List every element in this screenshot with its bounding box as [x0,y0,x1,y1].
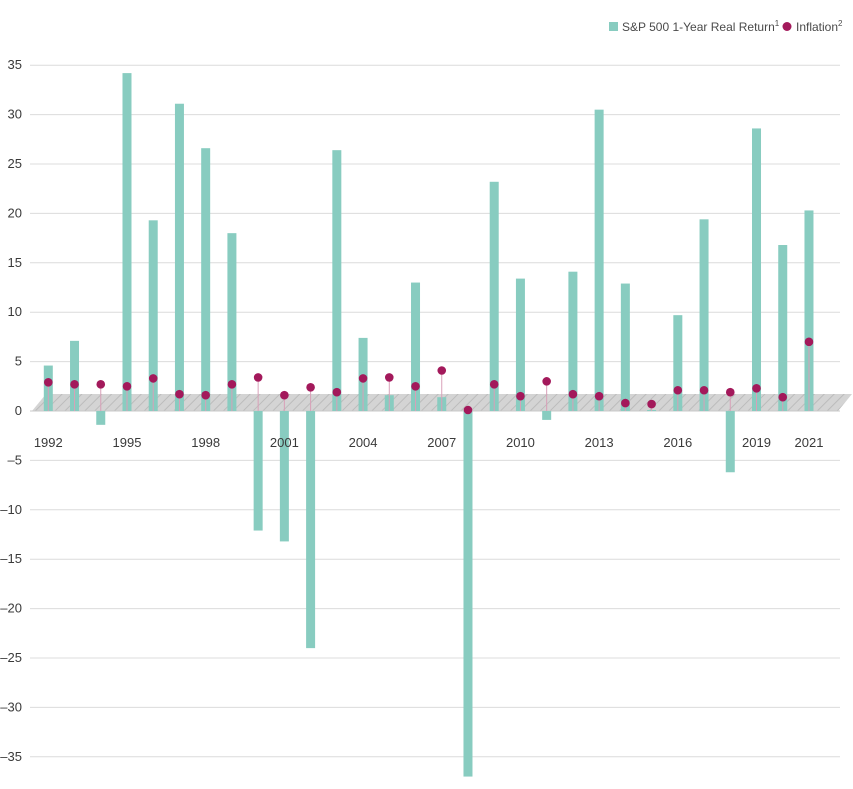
bar-1997 [174,103,184,412]
inflation-dot-2009 [489,380,499,389]
inflation-dot-2014 [621,398,630,408]
bar-2011 [542,411,552,420]
gridlines [30,64,840,758]
inflation-dot-2008 [463,405,473,415]
bar-2021 [804,210,814,411]
inflation-dot-2006 [411,382,420,391]
inflation-dot-1998 [201,390,210,400]
legend-swatch-returns [609,22,618,31]
inflation-dot-2018 [725,387,735,397]
inflation-dot-2020 [778,392,788,402]
bar-2003 [332,150,342,411]
bar-2008 [463,411,473,777]
y-tick-label: –35 [0,749,22,764]
bar-2017 [699,219,709,411]
bar-2013 [594,109,604,411]
y-tick-label: 25 [8,156,22,171]
x-tick-label-2016: 2016 [663,435,692,450]
bar-2020 [778,245,788,411]
x-tick-label-2001: 2001 [270,435,299,450]
inflation-dot-2012 [568,389,578,399]
bar-1996 [148,220,158,411]
bar-2000 [253,411,263,531]
inflation-dot-1997 [175,389,184,399]
inflation-dot-2019 [752,383,761,393]
y-tick-label: –30 [0,699,22,714]
x-tick-label-1998: 1998 [191,435,220,450]
bar-1999 [227,233,237,411]
bar-1993 [70,340,80,411]
inflation-dot-2011 [542,377,551,386]
bar-1998 [201,148,211,411]
x-tick-label-2010: 2010 [506,435,535,450]
x-tick-label-2004: 2004 [349,435,378,450]
y-tick-label: 30 [8,107,22,122]
x-tick-label-1995: 1995 [113,435,142,450]
bar-2018 [725,411,735,473]
legend-swatch-inflation [782,22,792,31]
y-tick-label: –25 [0,650,22,665]
x-tick-label-1992: 1992 [34,435,63,450]
inflation-dot-2000 [253,373,263,382]
inflation-dot-2003 [332,387,342,397]
bar-2009 [489,181,499,411]
y-tick-label: 10 [8,304,22,319]
y-tick-label: 35 [8,57,22,72]
y-tick-label: –20 [0,601,22,616]
bar-2010 [515,278,525,411]
bar-2016 [673,315,683,411]
y-tick-label: 5 [15,354,22,369]
x-tick-label-2019: 2019 [742,435,771,450]
inflation-dot-1995 [122,382,132,391]
x-axis: 1992 1995 1998 2001 2004 2007 2010 2013 2016 2019… [34,435,824,450]
bar-2002 [306,411,316,649]
legend-label-returns: S&P 500 1-Year Real Return1 [622,19,780,34]
y-tick-label: –15 [0,551,22,566]
bar-1995 [122,73,132,411]
x-tick-label-2013: 2013 [585,435,614,450]
inflation-dot-1992 [44,378,53,387]
y-tick-label: 15 [8,255,22,270]
bar-2012 [568,271,578,411]
inflation-dot-2017 [699,385,709,395]
y-tick-label: –5 [8,452,22,467]
inflation-dot-2021 [804,337,814,347]
inflation-dot-2005 [384,373,394,382]
bar-2006 [411,282,421,411]
bar-2001 [279,411,289,542]
inflation-dot-1999 [227,380,237,389]
inflation-dots [44,337,814,415]
bar-2014 [620,283,630,411]
inflation-dot-2015 [647,399,656,409]
x-tick-label-2021: 2021 [795,435,824,450]
legend-label-inflation: Inflation2 [796,19,843,34]
y-tick-label: 0 [15,403,22,418]
return-bars [43,73,814,777]
x-tick-label-2007: 2007 [427,435,456,450]
inflation-dot-2004 [358,374,368,383]
inflation-dot-2001 [280,390,289,400]
y-tick-label: –10 [0,502,22,517]
inflation-dot-2013 [594,391,604,401]
chart-legend: S&P 500 1-Year Real Return1 Inflation2 [609,19,843,34]
bar-2019 [752,128,762,411]
inflation-dot-1996 [148,374,158,383]
bar-1994 [96,411,106,425]
inflation-dot-1994 [96,380,106,389]
inflation-dot-2002 [306,382,315,392]
inflation-dot-2010 [516,391,525,401]
y-tick-label: 20 [8,205,22,220]
inflation-dot-2007 [437,366,447,375]
inflation-dot-1993 [70,380,79,389]
y-axis: 35 30 25 20 15 10 5 0 –5 –10 –15 –20 –25 –30 –35 [0,57,22,764]
inflation-dot-2016 [673,385,683,395]
